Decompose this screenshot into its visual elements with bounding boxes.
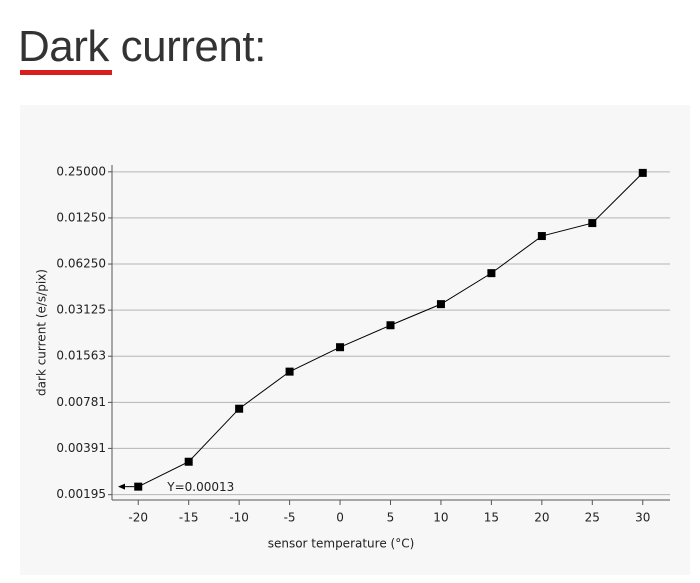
y-tick-label: 0.00195 [56, 487, 106, 501]
y-tick-label: 0.01563 [56, 349, 106, 363]
x-tick-label: 0 [336, 511, 344, 525]
chart-panel [20, 105, 690, 575]
y-tick-label: 0.06250 [56, 257, 106, 271]
annotation: Y=0.00013 [166, 480, 234, 494]
data-point [134, 482, 143, 491]
x-axis-label: sensor temperature (°C) [268, 537, 415, 551]
heading: Dark current: [18, 22, 266, 71]
data-point [436, 300, 445, 309]
x-tick-label: -10 [229, 511, 249, 525]
annotation-arrowhead [118, 483, 125, 490]
series-line [138, 172, 644, 488]
data-point [235, 404, 244, 413]
x-tick-label: 10 [433, 511, 448, 525]
y-tick-label: 0.01250 [56, 210, 106, 224]
y-tick-label: 0.00781 [56, 395, 106, 409]
data-point [487, 269, 496, 278]
y-tick-label: 0.03125 [56, 303, 106, 317]
y-axis-label: dark current (e/s/pix) [35, 269, 49, 396]
y-tick-label: 0.00391 [56, 441, 106, 455]
data-point [386, 321, 395, 330]
x-tick-label: -20 [128, 511, 148, 525]
data-point [336, 343, 345, 352]
data-point [638, 168, 647, 177]
data-point [285, 367, 294, 376]
x-tick-label: -5 [284, 511, 296, 525]
data-point [537, 232, 546, 241]
x-tick-label: 30 [635, 511, 650, 525]
y-tick-label: 0.25000 [56, 164, 106, 178]
heading-underline [20, 70, 112, 75]
x-tick-label: -15 [179, 511, 199, 525]
x-tick-label: 5 [387, 511, 395, 525]
data-point [184, 457, 193, 466]
x-tick-label: 15 [484, 511, 499, 525]
x-tick-label: 25 [585, 511, 600, 525]
data-point [588, 219, 597, 228]
x-tick-label: 20 [534, 511, 549, 525]
